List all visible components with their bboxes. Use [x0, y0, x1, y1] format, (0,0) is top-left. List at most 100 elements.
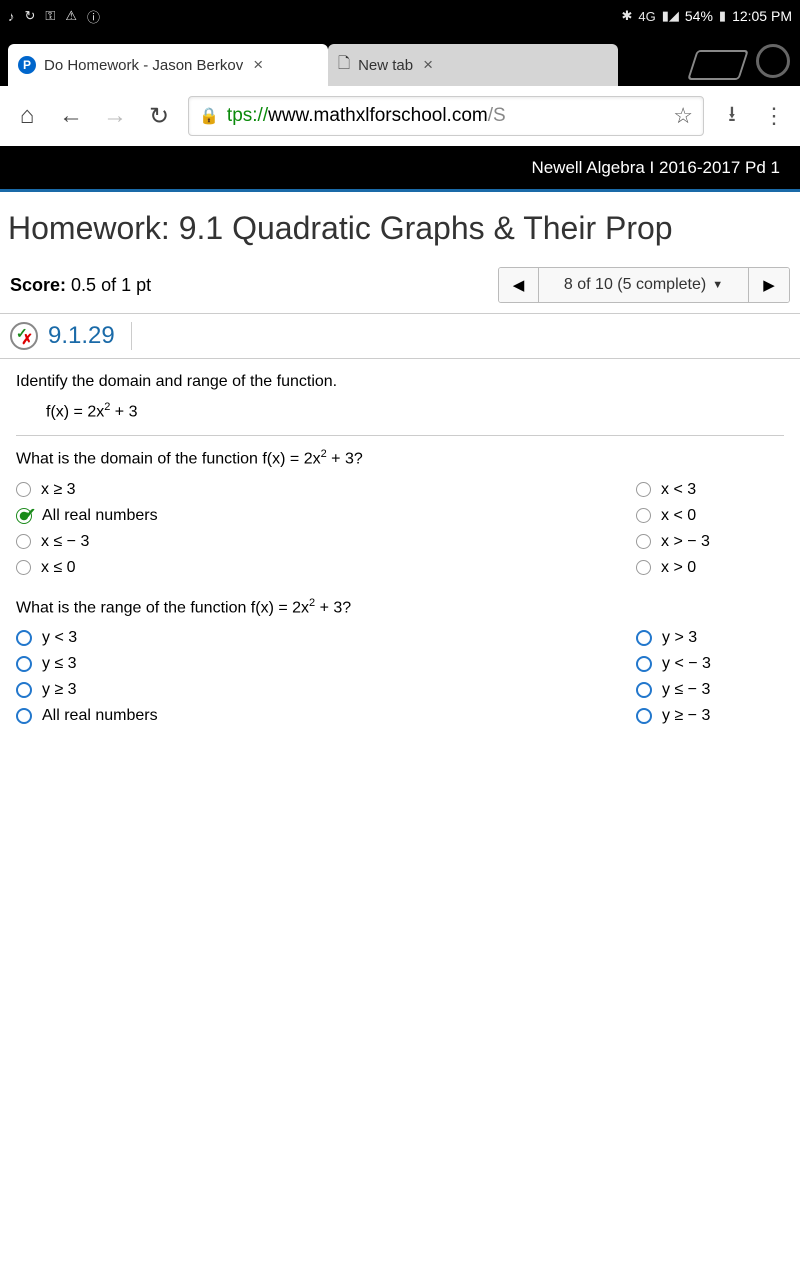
radio-icon: [16, 534, 31, 549]
option[interactable]: All real numbers: [16, 707, 636, 725]
question-2-text: What is the range of the function f(x) =…: [16, 597, 784, 617]
prev-question-button[interactable]: ◀: [499, 268, 539, 302]
option[interactable]: y ≥ − 3: [636, 707, 711, 725]
option[interactable]: x > − 3: [636, 533, 710, 551]
tab-title: New tab: [358, 57, 413, 74]
option[interactable]: x < 3: [636, 481, 710, 499]
signal-icon: ▮◢: [662, 8, 679, 24]
option-label: x < 3: [661, 481, 696, 499]
question-number-row: ✓✗ 9.1.29: [0, 314, 800, 359]
radio-icon: [636, 630, 652, 646]
radio-icon: [16, 560, 31, 575]
radio-icon: [16, 482, 31, 497]
url-text: tps://www.mathxlforschool.com/S: [227, 105, 506, 127]
question-number: 9.1.29: [48, 322, 115, 350]
option-label: All real numbers: [42, 507, 158, 525]
question-1-text: What is the domain of the function f(x) …: [16, 448, 784, 468]
radio-icon: [636, 656, 652, 672]
tab-newtab[interactable]: 🗋 New tab ×: [328, 44, 618, 86]
radio-icon: [16, 682, 32, 698]
question-position-dropdown[interactable]: 8 of 10 (5 complete) ▼: [539, 268, 749, 302]
network-icon: 4G: [638, 9, 655, 24]
option[interactable]: y < − 3: [636, 655, 711, 673]
download-icon[interactable]: ⭳: [718, 97, 746, 135]
option-label: x < 0: [661, 507, 696, 525]
function-def: f(x) = 2x2 + 3: [46, 401, 784, 421]
radio-icon: [636, 682, 652, 698]
radio-icon: [16, 630, 32, 646]
option-label: x ≥ 3: [41, 481, 76, 499]
reload-button[interactable]: ↻: [144, 102, 174, 131]
option[interactable]: y ≥ 3: [16, 681, 636, 699]
radio-icon: [16, 656, 32, 672]
radio-icon: [636, 560, 651, 575]
close-icon[interactable]: ×: [423, 55, 433, 75]
radio-icon: [636, 508, 651, 523]
lock-icon: 🔒: [199, 106, 219, 126]
class-header: Newell Algebra I 2016-2017 Pd 1: [0, 146, 800, 192]
document-icon: 🗋: [338, 53, 350, 78]
instruction: Identify the domain and range of the fun…: [16, 373, 784, 391]
option[interactable]: x ≤ − 3: [16, 533, 636, 551]
option-label: y < − 3: [662, 655, 711, 673]
tab-title: Do Homework - Jason Berkov: [44, 57, 243, 74]
music-icon: ♪: [8, 9, 15, 24]
url-path: /S: [488, 105, 506, 126]
option-label: y < 3: [42, 629, 77, 647]
option-label: y ≥ 3: [42, 681, 77, 699]
option-label: y ≤ 3: [42, 655, 77, 673]
url-field[interactable]: 🔒 tps://www.mathxlforschool.com/S ☆: [188, 96, 704, 136]
question-status-icon: ✓✗: [10, 322, 38, 350]
radio-icon: [636, 482, 651, 497]
radio-icon: [636, 534, 651, 549]
sync-icon: ↻: [25, 8, 36, 24]
question-nav: ◀ 8 of 10 (5 complete) ▼ ▶: [498, 267, 790, 303]
radio-icon: [16, 708, 32, 724]
menu-icon[interactable]: ⋮: [760, 103, 788, 129]
option-label: y ≥ − 3: [662, 707, 710, 725]
record-button[interactable]: [756, 44, 790, 78]
score-label: Score: 0.5 of 1 pt: [10, 275, 151, 296]
question-1-options: x ≥ 3 All real numbers x ≤ − 3 x ≤ 0 x <…: [16, 481, 784, 577]
radio-checked-icon: [16, 508, 32, 524]
radio-icon: [636, 708, 652, 724]
option-label: y ≤ − 3: [662, 681, 710, 699]
next-question-button[interactable]: ▶: [749, 268, 789, 302]
url-protocol: tps://: [227, 105, 268, 126]
homework-title: Homework: 9.1 Quadratic Graphs & Their P…: [0, 192, 800, 261]
url-bar: ⌂ ← → ↻ 🔒 tps://www.mathxlforschool.com/…: [0, 86, 800, 146]
back-button[interactable]: ←: [56, 102, 86, 130]
option-label: x > − 3: [661, 533, 710, 551]
position-text: 8 of 10 (5 complete): [564, 276, 706, 294]
option[interactable]: y > 3: [636, 629, 711, 647]
option[interactable]: x > 0: [636, 559, 710, 577]
option-label: All real numbers: [42, 707, 158, 725]
key-icon: ⚿: [45, 8, 55, 24]
close-icon[interactable]: ×: [253, 55, 263, 75]
class-name: Newell Algebra I 2016-2017 Pd 1: [531, 158, 780, 178]
bookmark-icon[interactable]: ☆: [673, 103, 693, 129]
option[interactable]: x ≥ 3: [16, 481, 636, 499]
tabs-overview-button[interactable]: [687, 50, 749, 80]
option[interactable]: y ≤ 3: [16, 655, 636, 673]
status-bar: ♪ ↻ ⚿ ⚠ ⓘ ✱ 4G ▮◢ 54% ▮ 12:05 PM: [0, 0, 800, 32]
option[interactable]: x < 0: [636, 507, 710, 525]
option[interactable]: x ≤ 0: [16, 559, 636, 577]
info-icon: ⓘ: [87, 7, 100, 26]
forward-button[interactable]: →: [100, 102, 130, 130]
warning-icon: ⚠: [65, 8, 77, 24]
option[interactable]: y ≤ − 3: [636, 681, 711, 699]
battery-icon: ▮: [719, 8, 726, 24]
clock-text: 12:05 PM: [732, 8, 792, 24]
option-label: x > 0: [661, 559, 696, 577]
bluetooth-icon: ✱: [621, 8, 632, 24]
tab-homework[interactable]: P Do Homework - Jason Berkov ×: [8, 44, 328, 86]
url-host: www.mathxlforschool.com: [268, 105, 488, 126]
tab-bar: P Do Homework - Jason Berkov × 🗋 New tab…: [0, 32, 800, 86]
option-label: x ≤ − 3: [41, 533, 89, 551]
chevron-down-icon: ▼: [712, 279, 723, 291]
option-selected[interactable]: All real numbers: [16, 507, 636, 525]
problem-body: Identify the domain and range of the fun…: [0, 359, 800, 739]
home-button[interactable]: ⌂: [12, 102, 42, 130]
option[interactable]: y < 3: [16, 629, 636, 647]
